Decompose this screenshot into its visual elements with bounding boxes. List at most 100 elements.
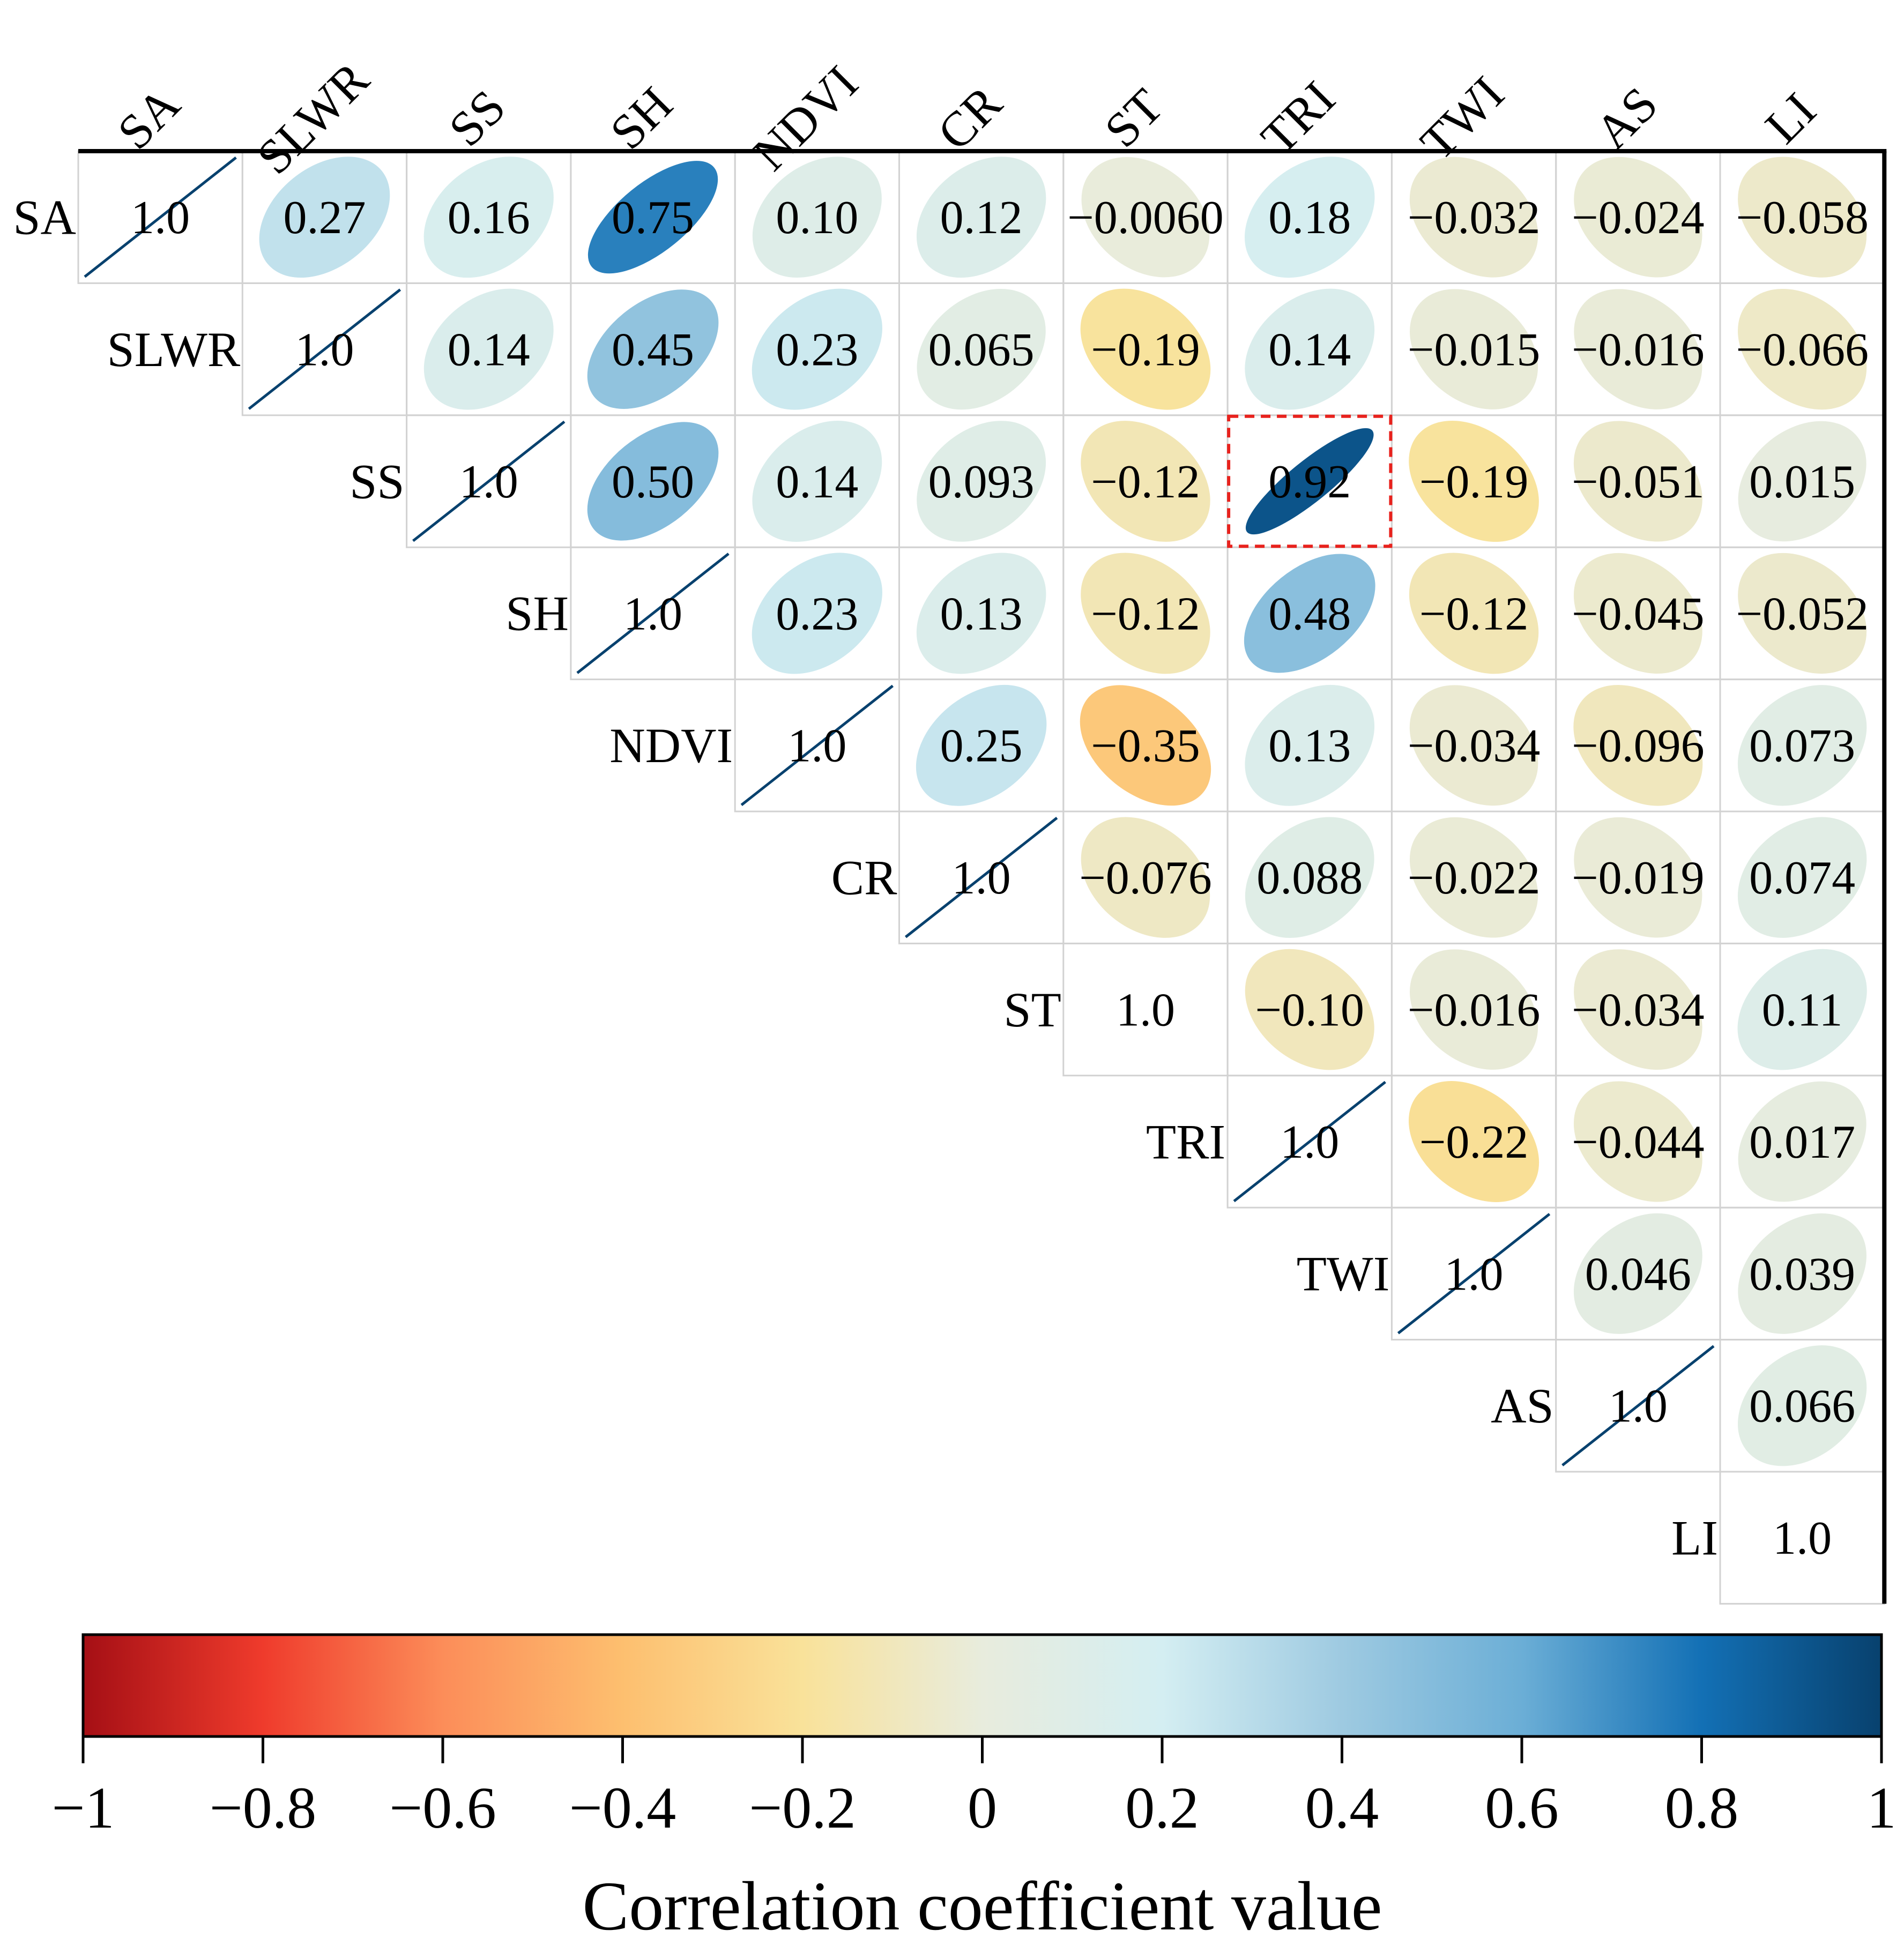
value-label: −0.044 <box>1572 1116 1705 1168</box>
ellipse-ndvi-twi <box>1409 685 1538 806</box>
value-label: 0.23 <box>776 324 858 376</box>
ellipse-ss-li <box>1738 421 1866 542</box>
value-label: −0.12 <box>1091 588 1200 640</box>
ellipse-cr-st <box>1081 817 1210 938</box>
row-label: CR <box>831 850 897 905</box>
ellipse-tri-twi <box>1408 1081 1539 1202</box>
value-label: −0.045 <box>1572 588 1705 640</box>
value-label: −0.019 <box>1572 852 1705 904</box>
value-label: 0.12 <box>940 192 1023 244</box>
value-label: −0.0060 <box>1067 192 1224 244</box>
ellipse-slwr-ss <box>423 288 554 410</box>
value-label: 0.45 <box>612 324 694 376</box>
value-label: 1.0 <box>787 720 846 772</box>
value-label: −0.052 <box>1736 588 1869 640</box>
diagonal-line <box>904 817 1058 938</box>
value-label: 0.017 <box>1749 1116 1855 1168</box>
column-label: CR <box>927 75 1012 160</box>
ellipse-slwr-li <box>1737 288 1867 410</box>
ellipse-sh-st <box>1081 553 1210 674</box>
axis-frame <box>78 149 1887 1604</box>
colorbar-gradient <box>81 1633 1883 1738</box>
ellipse-sh-tri <box>1244 554 1375 673</box>
value-label: −0.10 <box>1255 985 1364 1037</box>
value-label: 0.093 <box>928 456 1035 508</box>
ellipse-ss-sh <box>587 422 719 541</box>
value-label: 0.14 <box>776 456 858 508</box>
ellipse-as-li <box>1737 1345 1867 1466</box>
ellipse-slwr-sh <box>587 289 719 409</box>
colorbar <box>81 1633 1883 1738</box>
ellipse-sa-ss <box>423 156 554 278</box>
value-label: −0.076 <box>1079 852 1212 904</box>
row-label: SH <box>505 586 569 641</box>
ellipse-sa-slwr <box>259 156 390 278</box>
value-label: −0.12 <box>1419 588 1529 640</box>
value-label: −0.19 <box>1091 324 1200 376</box>
ellipse-ndvi-tri <box>1245 684 1375 806</box>
value-label: 0.92 <box>1268 456 1351 508</box>
ellipse-ss-twi <box>1409 420 1539 542</box>
value-label: 1.0 <box>623 588 682 640</box>
ellipse-sa-twi <box>1409 156 1538 278</box>
value-label: 1.0 <box>1445 1248 1504 1300</box>
column-label: SS <box>438 79 516 156</box>
value-label: 1.0 <box>1280 1116 1339 1168</box>
colorbar-tick-label: 1 <box>1867 1775 1896 1840</box>
ellipse-sa-sh <box>587 161 718 274</box>
ellipse-ndvi-st <box>1080 685 1211 806</box>
value-label: −0.022 <box>1408 852 1541 904</box>
value-label: −0.051 <box>1572 456 1705 508</box>
value-label: 0.50 <box>612 456 694 508</box>
column-label: LI <box>1754 82 1826 154</box>
value-label: −0.034 <box>1408 720 1541 772</box>
row-label: SA <box>13 190 76 244</box>
value-label: −0.024 <box>1572 192 1705 244</box>
ellipse-st-twi <box>1410 949 1538 1070</box>
ellipse-st-li <box>1737 949 1867 1070</box>
value-label: 0.16 <box>448 192 530 244</box>
value-label: −0.066 <box>1736 324 1869 376</box>
row-label: AS <box>1491 1378 1554 1433</box>
row-label: NDVI <box>609 718 733 773</box>
colorbar-label: Correlation coefficient value <box>583 1868 1382 1945</box>
colorbar-tick-label: 0 <box>968 1775 997 1840</box>
ellipse-sa-as <box>1574 156 1702 278</box>
value-label: −0.22 <box>1419 1116 1529 1168</box>
ellipse-ss-cr <box>917 421 1046 542</box>
value-label: 0.75 <box>612 192 694 244</box>
ellipse-ss-st <box>1081 421 1210 542</box>
value-label: 0.039 <box>1749 1248 1855 1300</box>
diagonal-line <box>248 288 401 410</box>
row-labels: SA SLWR SS SH NDVI CR ST TRI TWI AS LI <box>13 190 1718 1565</box>
colorbar-tick-label: −0.8 <box>210 1775 317 1840</box>
ellipse-tri-li <box>1738 1081 1866 1202</box>
row-label: TWI <box>1297 1247 1390 1301</box>
value-label: 0.074 <box>1749 852 1855 904</box>
diagonal-line <box>412 420 566 542</box>
ellipse-sh-twi <box>1409 553 1539 674</box>
ellipse-ndvi-cr <box>916 684 1047 806</box>
ellipse-sh-ndvi <box>752 553 882 674</box>
column-label: SH <box>599 76 682 159</box>
value-label: 0.10 <box>776 192 858 244</box>
ellipse-slwr-tri <box>1245 288 1375 410</box>
value-label: 1.0 <box>131 192 190 244</box>
ellipse-slwr-ndvi <box>752 288 882 410</box>
column-label: TWI <box>1410 66 1514 170</box>
diagonal-line <box>1233 1080 1386 1203</box>
ellipse-sa-cr <box>916 156 1046 278</box>
diagonal-line <box>576 553 730 674</box>
value-label: −0.016 <box>1572 324 1705 376</box>
colorbar-tick-label: 0.4 <box>1305 1775 1379 1840</box>
ellipse-slwr-twi <box>1410 289 1538 409</box>
diagonal-line <box>84 156 237 278</box>
ellipse-st-as <box>1574 949 1702 1070</box>
value-label: 1.0 <box>1116 985 1175 1037</box>
colorbar-tick-label: 0.2 <box>1125 1775 1199 1840</box>
ellipse-ss-ndvi <box>752 421 882 542</box>
value-label: 0.066 <box>1749 1381 1855 1433</box>
value-label: −0.096 <box>1572 720 1705 772</box>
colorbar-tick-label: 0.6 <box>1485 1775 1559 1840</box>
